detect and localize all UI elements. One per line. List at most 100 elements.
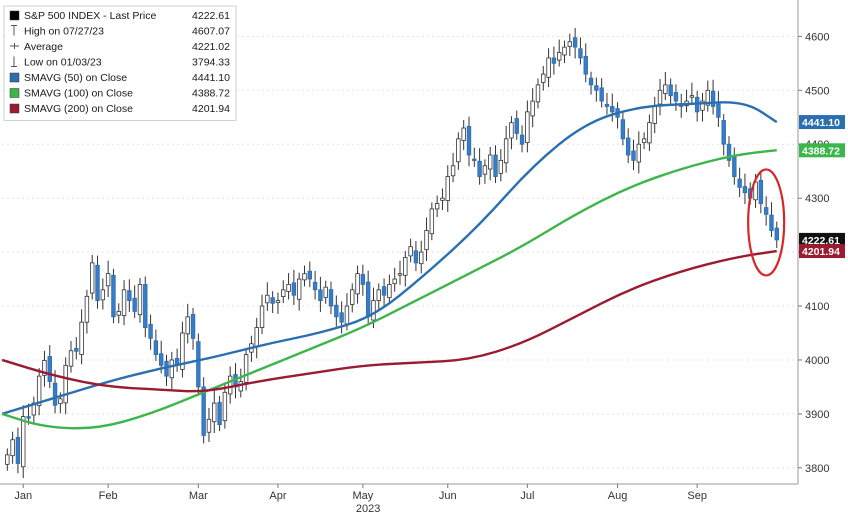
candle-body <box>47 356 52 382</box>
ma-line-100 <box>1 148 777 430</box>
candle-body <box>212 402 217 423</box>
candle-body <box>185 316 190 335</box>
candle-body <box>376 289 381 302</box>
price-tag-value: 4441.10 <box>802 117 840 129</box>
candle-body <box>296 278 302 300</box>
candle-body <box>127 290 132 302</box>
candle-body <box>381 286 387 296</box>
candle-body <box>482 165 488 175</box>
candle-body <box>63 364 68 404</box>
candle-body <box>488 154 493 170</box>
legend-row: Low on 01/03/23 3794.33 <box>11 56 230 69</box>
candle-body <box>562 46 567 56</box>
candle-body <box>551 57 557 64</box>
candle-body <box>503 138 509 164</box>
candle-body <box>355 273 360 295</box>
x-tick-label: Jun <box>439 490 457 502</box>
y-tick-label: 3800 <box>805 463 829 475</box>
legend-value: 4201.94 <box>192 103 230 115</box>
annotation-ellipse <box>747 168 786 277</box>
ma-line-200 <box>1 249 777 393</box>
candle-body <box>323 286 328 298</box>
x-tick-label: Mar <box>189 490 208 502</box>
moving-average-layer <box>1 101 778 430</box>
legend-label: SMAVG (200) on Close <box>24 103 133 115</box>
candle-body <box>456 138 461 163</box>
legend-swatch <box>9 88 20 98</box>
y-tick-label: 4100 <box>805 301 829 313</box>
candle-body <box>557 52 562 61</box>
candle-body <box>392 278 397 285</box>
candle-body <box>344 305 350 325</box>
price-tag-bg <box>799 115 845 130</box>
candle-body <box>42 360 47 376</box>
candle-body <box>265 294 270 304</box>
legend-label: SMAVG (50) on Close <box>24 72 127 84</box>
x-tick-label: Apr <box>269 490 286 502</box>
legend-row: SMAVG (50) on Close 4441.10 <box>9 72 230 84</box>
candle-body <box>716 103 721 118</box>
legend-label: SMAVG (100) on Close <box>24 88 133 100</box>
candle-body <box>705 89 710 106</box>
legend-label: Low on 01/03/23 <box>24 57 102 69</box>
candle-body <box>148 323 153 339</box>
candle-body <box>105 273 111 287</box>
candle-body <box>10 439 15 457</box>
legend-label: Average <box>24 41 63 53</box>
x-tick-label: Sep <box>687 490 707 502</box>
candle-body <box>270 297 275 304</box>
candle-body <box>180 332 185 370</box>
candle-body <box>726 143 732 161</box>
candle-body <box>79 321 84 355</box>
legend-label: High on 07/27/23 <box>24 26 104 38</box>
y-tick-label: 4600 <box>805 31 829 43</box>
candle-body <box>36 375 42 406</box>
candle-body <box>350 289 355 305</box>
candle-body <box>610 106 615 113</box>
x-tick-label: Jan <box>14 490 32 502</box>
candle-body <box>641 138 647 144</box>
legend-value: 3794.33 <box>192 57 230 69</box>
candle-body <box>498 160 504 174</box>
candle-body <box>21 416 26 468</box>
candle-body <box>583 55 588 75</box>
candle-body <box>227 375 233 395</box>
candle-body <box>84 295 90 323</box>
candle-body <box>403 257 408 276</box>
legend-label: S&P 500 INDEX - Last Price <box>24 10 156 22</box>
annotation-layer <box>747 168 786 277</box>
ma-line-50 <box>1 101 778 416</box>
candle-body <box>58 398 63 405</box>
candle-body <box>100 289 106 301</box>
legend: S&P 500 INDEX - Last Price 4222.61 High on… <box>3 5 237 121</box>
candle-body <box>525 111 530 144</box>
candle-body <box>631 150 636 161</box>
candle-body <box>74 347 79 352</box>
candle-body <box>302 273 307 281</box>
candle-body <box>509 122 514 139</box>
candle-body <box>567 41 573 47</box>
candle-body <box>201 386 206 436</box>
legend-row: Average 4221.02 <box>10 41 230 53</box>
candle-body <box>334 304 339 318</box>
candle-body <box>153 340 159 355</box>
legend-swatch <box>9 10 20 21</box>
legend-value: 4441.10 <box>192 72 230 84</box>
candle-body <box>429 208 435 235</box>
candle-body <box>572 37 578 48</box>
candle-body <box>419 251 424 265</box>
candle-body <box>689 95 695 98</box>
legend-box <box>3 5 237 121</box>
candle-body <box>68 350 74 367</box>
candle-body <box>318 289 323 302</box>
price-tag-bg <box>799 244 845 259</box>
price-tag-value: 4388.72 <box>802 145 840 157</box>
candle-body <box>742 186 748 194</box>
legend-swatch <box>9 72 20 83</box>
y-tick-label: 4000 <box>805 355 829 367</box>
candle-body <box>763 207 769 215</box>
candle-body <box>371 300 376 321</box>
candle-body <box>625 137 631 156</box>
